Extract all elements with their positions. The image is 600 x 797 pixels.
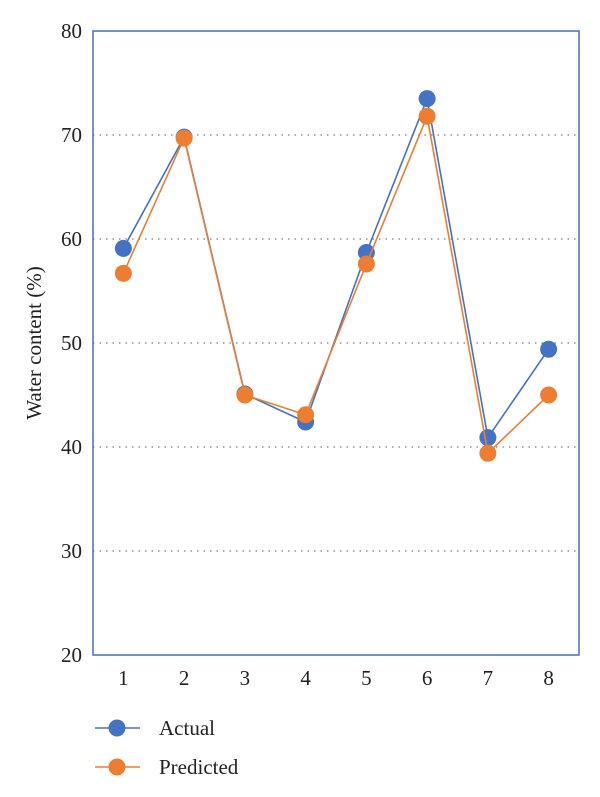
data-point-actual xyxy=(114,239,132,257)
series-predicted xyxy=(114,107,558,462)
data-point-predicted xyxy=(540,386,558,404)
y-tick-label: 20 xyxy=(61,643,82,667)
y-tick-label: 70 xyxy=(61,123,82,147)
x-tick-label: 6 xyxy=(422,666,433,690)
data-point-actual xyxy=(540,340,558,358)
data-point-predicted xyxy=(236,386,254,404)
gridlines xyxy=(93,134,579,552)
data-point-predicted xyxy=(357,255,375,273)
series-line-predicted xyxy=(122,113,550,455)
legend: Actual Predicted xyxy=(95,716,239,779)
y-tick-label: 50 xyxy=(61,331,82,355)
data-point-actual xyxy=(479,429,497,447)
legend-item-predicted: Predicted xyxy=(95,755,239,779)
x-tick-label: 7 xyxy=(483,666,494,690)
legend-marker xyxy=(108,758,126,776)
x-tick-label: 5 xyxy=(361,666,372,690)
y-tick-label: 80 xyxy=(61,19,82,43)
x-tick-label: 8 xyxy=(543,666,554,690)
x-tick-label: 3 xyxy=(240,666,251,690)
data-point-predicted xyxy=(114,264,132,282)
legend-label: Actual xyxy=(159,716,215,740)
y-axis-ticks: 20 30 40 50 60 70 80 xyxy=(61,19,82,667)
data-point-predicted xyxy=(418,107,436,125)
data-point-predicted xyxy=(175,129,193,147)
data-point-predicted xyxy=(297,406,315,424)
x-tick-label: 1 xyxy=(118,666,129,690)
data-point-predicted xyxy=(479,444,497,462)
y-tick-label: 60 xyxy=(61,227,82,251)
plot-frame xyxy=(92,30,580,656)
y-tick-label: 30 xyxy=(61,539,82,563)
y-tick-label: 40 xyxy=(61,435,82,459)
series-group xyxy=(114,90,558,462)
data-point-actual xyxy=(418,90,436,108)
x-tick-label: 2 xyxy=(179,666,190,690)
y-axis-label: Water content (%) xyxy=(22,266,46,419)
legend-item-actual: Actual xyxy=(95,716,215,740)
x-axis-ticks: 1 2 3 4 5 6 7 8 xyxy=(118,666,554,690)
x-tick-label: 4 xyxy=(300,666,311,690)
legend-marker xyxy=(108,719,126,737)
legend-label: Predicted xyxy=(159,755,239,779)
